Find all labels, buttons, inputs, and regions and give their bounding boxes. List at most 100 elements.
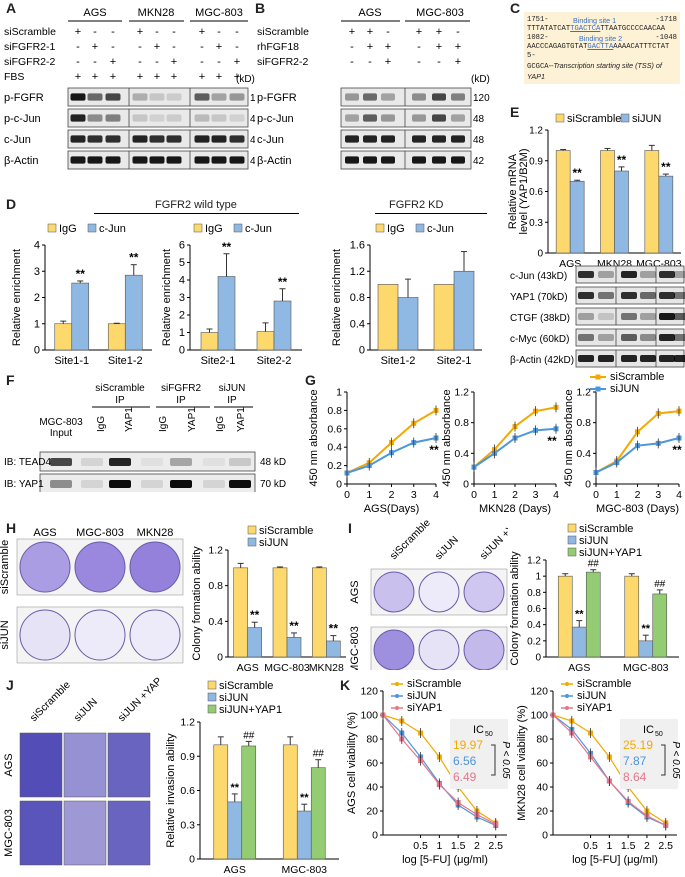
sig-I-a-0: **	[575, 609, 584, 621]
xtick-label-H-1: MGC-803	[264, 662, 310, 674]
panel-b-blot: AGS MGC-803 siScramble + + - + + - rhFGF18 - + + - +…	[257, 7, 490, 170]
e-band-4-2	[621, 355, 637, 362]
b-blot-label-1: p-c-Jun	[257, 113, 294, 125]
ytick-label-E-2: 0.6	[529, 187, 543, 198]
k-legend-marker-K2-1	[565, 694, 569, 698]
b-blot-label-0: p-FGFR	[257, 92, 297, 104]
ytick-label-K2-3: 60	[536, 758, 548, 770]
legend-swatch-E-1	[620, 113, 630, 123]
i-col-2: siJUN +YAP1	[478, 520, 508, 562]
a-group-ags: AGS	[83, 7, 106, 19]
chart-d2: 0 1 2 3 4 5 6 Site2-1 ** Site2-2 ** Relative enrich…	[161, 223, 302, 367]
legend-swatch-D3-1	[415, 223, 425, 233]
ytick-label-G2-1: 0.4	[454, 448, 469, 460]
bar-D3-0-0	[377, 284, 399, 351]
panel-letter-b: B	[255, 0, 266, 16]
b-band-3-5	[451, 156, 465, 164]
sig-D2-0: **	[222, 240, 232, 254]
b-sign-0-5: -	[456, 26, 460, 38]
legend-swatch-I-1	[567, 535, 577, 545]
b-band-2-0	[345, 135, 359, 143]
a-band-0-7	[211, 93, 227, 101]
legend-label-D3-1: c-Jun	[427, 223, 454, 235]
legend-swatch-I-2	[567, 547, 577, 557]
e-band-2-1	[598, 313, 614, 320]
f-input-label: Input	[50, 428, 72, 439]
legend-label-D2-0: IgG	[205, 223, 223, 235]
ytick-label-D2-5: 5	[179, 257, 185, 269]
a-sign-0-8: -	[235, 26, 239, 38]
b-sign-2-5: +	[455, 56, 461, 68]
xtick-label-G2-4: 4	[553, 489, 559, 501]
c-line2-seq-b: AAAACATTTCTAT	[613, 43, 670, 51]
a-band-3-2	[105, 156, 121, 164]
j-col-2: siJUN +YAP1	[116, 677, 160, 724]
b-band-2-2	[381, 135, 395, 143]
k-legend-marker-K1-2	[395, 706, 399, 710]
legend-swatch-D1-1	[87, 223, 97, 233]
legend-swatch-D2-0	[193, 223, 203, 233]
ytick-label-K2-0: 0	[542, 830, 548, 842]
j-image-1-1	[63, 800, 107, 866]
b-blot-frame-2	[340, 129, 472, 149]
a-band-1-5	[166, 114, 182, 122]
f-band-1-4	[170, 480, 192, 488]
bar-I-0-1	[624, 575, 640, 658]
sig-H-1: **	[289, 619, 299, 633]
panel-letter-d: D	[6, 196, 17, 212]
f-group-sijun: siJUN	[219, 383, 246, 394]
ytick-label-K1-1: 20	[366, 806, 378, 818]
e-band-3-1	[598, 334, 614, 341]
a-blot-size-1: 48	[250, 114, 255, 125]
b-blot-frame-0	[340, 87, 472, 107]
sig-H-2: **	[329, 622, 339, 636]
bar-E-1-2	[658, 175, 674, 254]
e-band-0-3	[640, 271, 656, 278]
k-ic50-val-K2-2: 8.64	[623, 770, 647, 784]
ytick-label-G1-4: 0.8	[327, 405, 342, 417]
ytick-label-D2-6: 6	[179, 240, 185, 252]
e-band-0-4	[659, 271, 675, 278]
f-blot-frame-0	[39, 451, 256, 472]
ytick-label-D2-2: 2	[179, 310, 185, 322]
xtick-label-E-2: MGC-803	[636, 258, 682, 268]
a-blot-frame-0	[67, 87, 249, 107]
b-row-label-0: siScramble	[257, 26, 309, 38]
g-legend-label-0: siScramble	[610, 372, 664, 383]
e-band-4-3	[640, 355, 656, 362]
e-blot-label-2: CTGF (38kD)	[510, 313, 570, 324]
e-band-4-4	[659, 355, 675, 362]
ytick-label-D1-1: 1	[34, 318, 40, 330]
sig-E-0: **	[572, 166, 582, 180]
j-row-0: AGS	[3, 753, 15, 776]
xtick-label-J-0: AGS	[224, 864, 246, 876]
sig-J-b-0: ##	[243, 730, 255, 741]
b-band-3-3	[412, 156, 426, 164]
sig-I-b-0: ##	[588, 559, 600, 570]
sig-D1-1: **	[129, 251, 139, 265]
b-blot-label-3: β-Actin	[257, 155, 291, 167]
xtick-label-K1-3: 2	[474, 840, 480, 852]
chart-i: 0 0.2 0.4 0.6 0.8 1 1.2 AGS ** ## MGC-803 ** ## Colon…	[509, 523, 679, 674]
bar-I-2-0	[585, 571, 601, 658]
xtick-label-H-2: MKN28	[309, 662, 344, 674]
i-col-0: siScramble	[388, 520, 433, 562]
c-site1-label: Binding site 1	[573, 16, 617, 25]
a-sign-2-6: -	[200, 56, 204, 68]
k-ic50-sub-K1: 50	[485, 731, 493, 738]
a-blot-frame-1	[67, 108, 249, 128]
a-sign-3-5: +	[171, 71, 177, 83]
legend-swatch-D1-0	[47, 223, 57, 233]
b-band-0-4	[432, 93, 446, 101]
a-band-1-4	[149, 114, 165, 122]
e-band-0-5	[674, 271, 685, 278]
bar-E-0-2	[644, 150, 660, 254]
b-blot-size-1: 48	[473, 114, 485, 125]
a-sign-1-2: -	[111, 41, 115, 53]
xlabel-G2: MKN28 (Days)	[479, 503, 551, 515]
ylabel-I: Colony formation ability	[509, 551, 521, 666]
i-well-1-0	[373, 629, 415, 670]
sig-E-2: **	[661, 160, 671, 174]
ytick-label-J-1: 0.3	[180, 819, 195, 831]
